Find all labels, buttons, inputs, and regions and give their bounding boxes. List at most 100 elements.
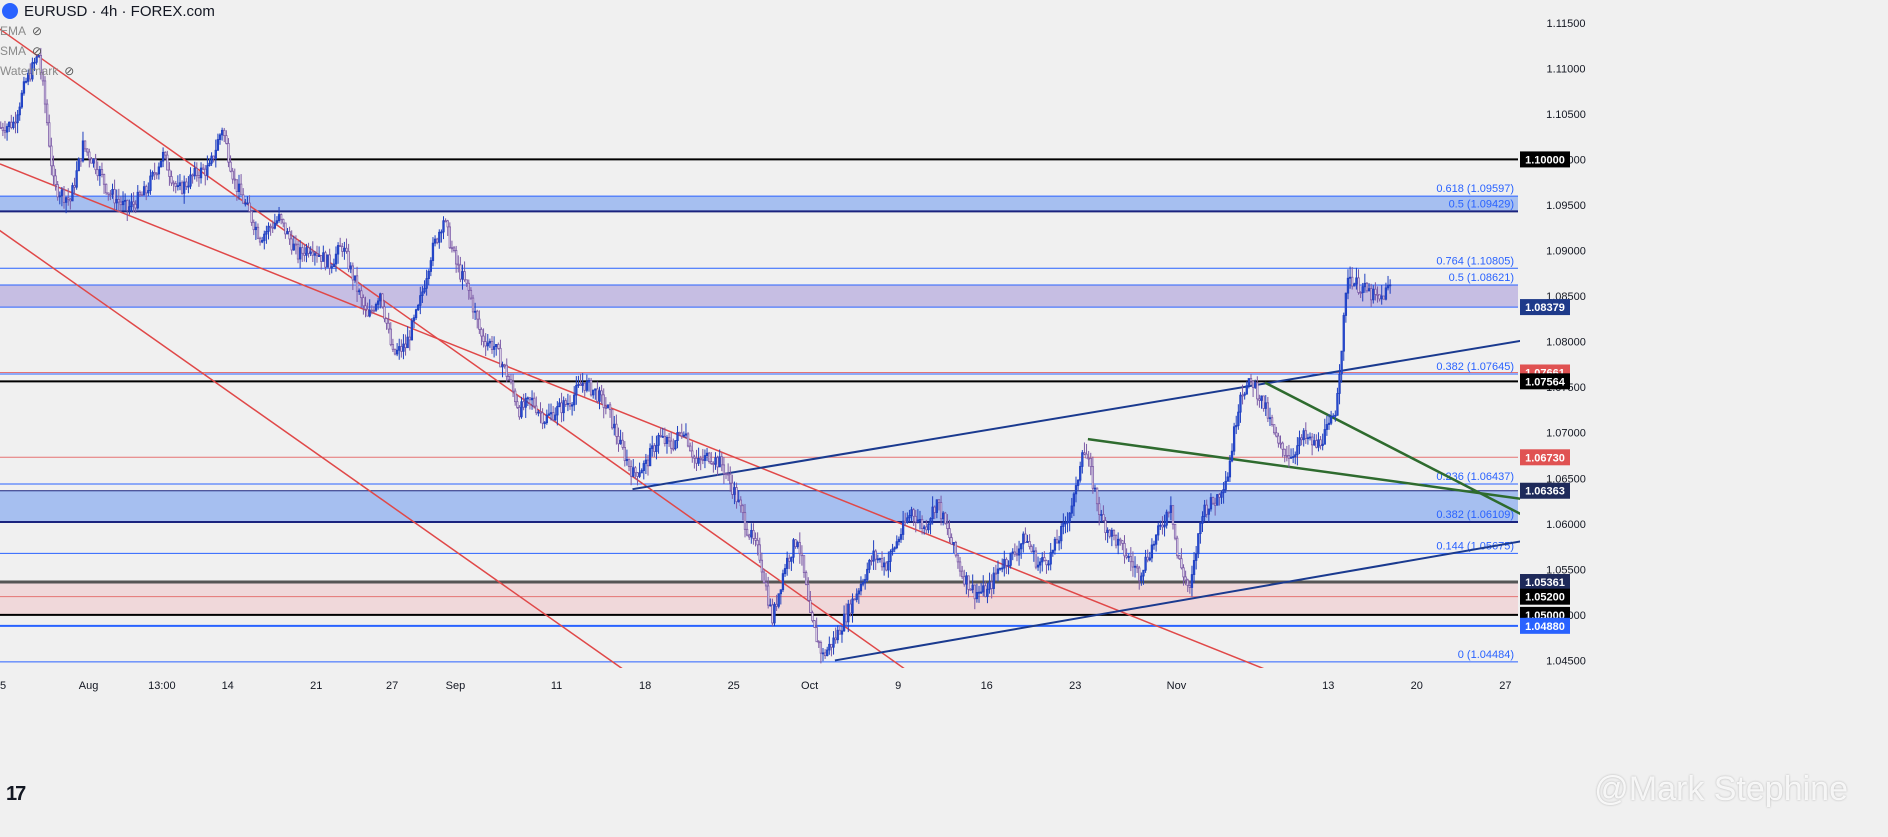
candle-body <box>594 388 597 391</box>
candle-body <box>1093 487 1097 490</box>
candle-body <box>164 151 167 156</box>
candle-body <box>317 255 321 257</box>
candle-body <box>442 220 445 233</box>
candle-body <box>1074 485 1078 495</box>
candle-body <box>358 290 361 293</box>
candle-body <box>1359 292 1362 294</box>
candle-body <box>507 376 511 381</box>
candle-body <box>433 238 437 244</box>
candle-body <box>505 364 508 377</box>
candle-body <box>855 593 858 600</box>
time-axis[interactable]: 25 Aug 13:00 14 21 27 Sep 11 18 25 Oct 9 16 23 Nov 13 20… <box>0 668 1888 837</box>
time-tick-label: 16 <box>981 680 993 692</box>
candle-body <box>309 251 312 254</box>
candle-body <box>604 407 607 409</box>
price-tick-label: 1.10500 <box>1546 109 1586 121</box>
candle-body <box>1319 439 1322 447</box>
candle-body <box>436 238 439 243</box>
candle-body <box>499 347 502 368</box>
candle-body <box>1180 558 1183 569</box>
candle-body <box>562 400 565 414</box>
candle-body <box>693 456 696 459</box>
price-tag <box>1520 299 1570 316</box>
candle-body <box>471 297 475 313</box>
candle-body <box>208 162 211 166</box>
candle-body <box>1300 437 1303 441</box>
candle-body <box>665 436 669 444</box>
candle-body <box>783 568 787 575</box>
candle-body <box>849 603 852 614</box>
price-tag-label: 1.05361 <box>1525 577 1565 589</box>
candle-body <box>1001 567 1004 570</box>
candle-body <box>1321 443 1324 447</box>
candle-body <box>1043 557 1046 561</box>
candle-body <box>581 382 584 386</box>
indicator-sma[interactable]: SMA ⊘ <box>0 44 42 58</box>
candle-body <box>589 380 593 396</box>
candle-body <box>1226 476 1229 482</box>
candle-body <box>138 191 142 196</box>
indicator-ema[interactable]: EMA ⊘ <box>0 24 42 38</box>
candle-body <box>1224 480 1227 490</box>
candle-body <box>1163 524 1166 528</box>
candle-body <box>343 247 346 252</box>
candle-body <box>180 182 184 194</box>
candle-body <box>1315 440 1318 448</box>
candle-body <box>322 252 325 262</box>
candle-body <box>197 175 201 179</box>
candle-body <box>313 253 317 256</box>
candle-body <box>741 505 745 514</box>
candle-body <box>336 245 340 255</box>
candle-body <box>402 343 405 352</box>
candle-body <box>368 309 371 317</box>
zone-band <box>0 582 1518 615</box>
time-tick-label: 13:00 <box>148 680 176 692</box>
candle-body <box>1070 505 1073 514</box>
trendline <box>834 536 1544 662</box>
hidden-eye-icon[interactable]: ⊘ <box>32 24 43 38</box>
candle-body <box>788 557 791 562</box>
candle-body <box>484 341 487 347</box>
candle-body <box>965 575 968 585</box>
candle-body <box>231 170 234 180</box>
candle-body <box>225 135 228 144</box>
candle-body <box>130 201 133 208</box>
symbol-header[interactable]: EURUSD · 4h · FOREX.com <box>0 0 215 22</box>
hidden-eye-icon[interactable]: ⊘ <box>32 44 43 58</box>
candle-body <box>887 560 890 571</box>
candle-body <box>178 182 182 187</box>
trendline <box>0 163 1392 721</box>
candle-body <box>191 174 194 177</box>
candle-body <box>735 487 738 503</box>
candle-body <box>1159 524 1162 527</box>
candle-body <box>667 436 671 442</box>
candle-body <box>1186 579 1189 586</box>
indicator-watermark[interactable]: Watermark ⊘ <box>0 64 74 78</box>
candle-body <box>73 185 76 188</box>
candle-body <box>454 250 458 265</box>
candle-body <box>1020 543 1023 550</box>
candle-body <box>1310 436 1314 446</box>
candle-body <box>870 559 873 562</box>
candle-body <box>417 304 420 311</box>
candle-body <box>657 434 660 446</box>
candle-body <box>514 390 517 403</box>
candle-body <box>1340 350 1343 375</box>
candle-body <box>1049 552 1052 565</box>
candle-body <box>50 145 53 167</box>
candle-body <box>237 183 241 192</box>
price-tick-label: 1.09000 <box>1546 246 1586 258</box>
hidden-eye-icon[interactable]: ⊘ <box>64 64 75 78</box>
candle-body <box>1030 546 1033 553</box>
candle-body <box>942 512 945 520</box>
time-tick-label: 11 <box>551 680 562 692</box>
candle-body <box>731 482 734 495</box>
candle-body <box>5 126 9 133</box>
candle-body <box>1015 553 1019 556</box>
candle-body <box>199 167 203 179</box>
candle-body <box>1072 493 1076 507</box>
candle-body <box>339 245 342 247</box>
candle-body <box>1197 533 1200 555</box>
candle-body <box>1283 448 1286 456</box>
